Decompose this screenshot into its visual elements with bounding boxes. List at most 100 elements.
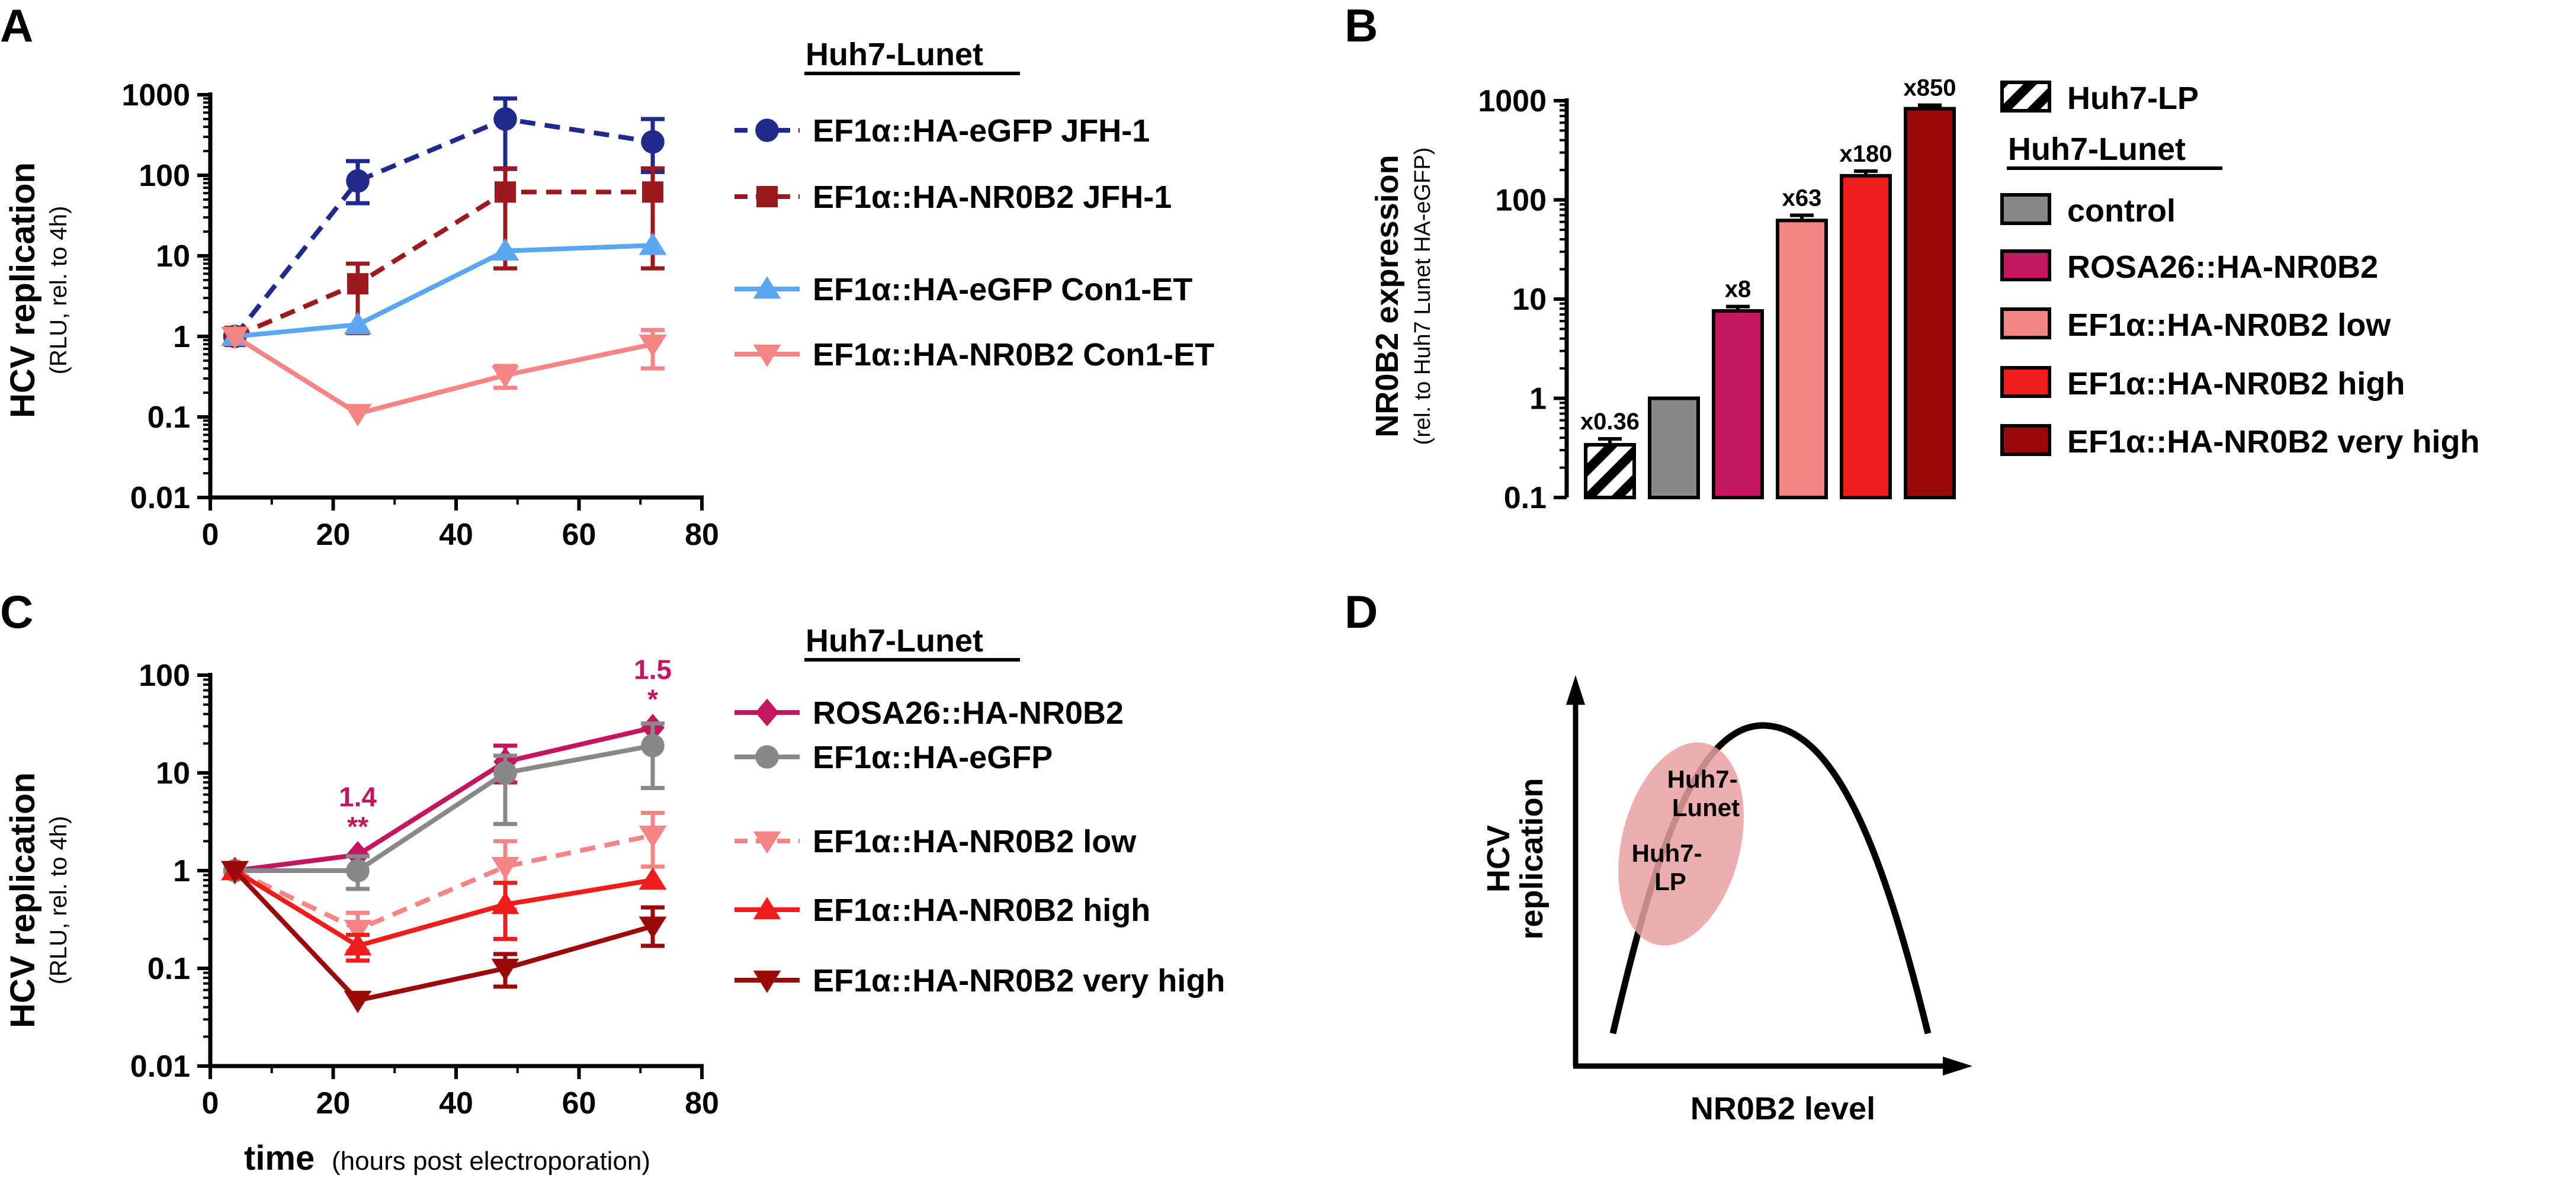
- panel-b-bar: [1712, 309, 1764, 500]
- panel-a-data-point: [639, 334, 667, 357]
- panel-a-data-point: [344, 404, 372, 426]
- panel-d-ellipse-label-lunet-1: Huh7-: [1667, 765, 1738, 793]
- panel-c-legend-swatch-marker: [753, 970, 781, 993]
- panel-a-x-tick-label: 0: [202, 518, 219, 552]
- panel-c-data-point: [344, 990, 372, 1013]
- panel-b-legend-swatch: [2000, 81, 2051, 113]
- panel-c-series-line: [233, 833, 653, 932]
- panel-b-legend-label: control: [2067, 193, 2176, 229]
- panel-c-ylabel: HCV replication: [4, 772, 42, 1028]
- panel-b-bar-label: x180: [1840, 141, 1892, 167]
- panel-b-legend-swatch: [2000, 366, 2051, 398]
- panel-a-legend-swatch-marker: [756, 186, 778, 207]
- panel-c-data-point: [639, 867, 667, 890]
- panel-a-data-point: [221, 326, 249, 349]
- panel-d-ellipse-label-lunet-2: Lunet: [1672, 794, 1740, 821]
- panel-c-annotation-value: 1.4: [339, 781, 377, 812]
- panel-b-legend-swatch: [2000, 249, 2051, 281]
- panel-c-data-point: [346, 859, 370, 882]
- panel-c-legend: ROSA26::HA-NR0B2EF1α::HA-eGFPEF1α::HA-NR…: [734, 695, 1225, 999]
- panel-a-legend-label: EF1α::HA-NR0B2 JFH-1: [813, 179, 1172, 215]
- panel-b-legend: Huh7-LPcontrolROSA26::HA-NR0B2EF1α::HA-N…: [2000, 81, 2479, 460]
- panel-a-series-line: [233, 116, 653, 338]
- panel-a-ylabel-sub: (RLU, rel. to 4h): [46, 206, 72, 375]
- panel-b-bar: [1584, 442, 1636, 500]
- panel-b-legend-label: EF1α::HA-NR0B2 low: [2067, 307, 2391, 343]
- panel-c-data-point: [491, 856, 519, 880]
- panel-b-ylabel: NR0B2 expression: [1369, 155, 1405, 437]
- panel-a-legend-swatch-marker: [755, 118, 779, 142]
- panel-b-bar-label: x0.36: [1580, 409, 1640, 435]
- panel-b-legend-title: Huh7-Lunet: [2008, 131, 2186, 167]
- panel-a-data-point: [347, 273, 368, 295]
- panel-d-ellipse-label-lunet: Huh7- Lunet: [1667, 765, 1745, 821]
- panel-c-data-point: [491, 891, 519, 914]
- panel-a-data-point: [639, 232, 667, 255]
- panel-c-data-point: [639, 916, 667, 939]
- panel-c-annotation-stars: **: [347, 811, 368, 842]
- panel-a-series-line: [235, 243, 653, 339]
- panel-b-y-tick-label: 10: [1512, 283, 1547, 317]
- panel-c-data-point: [344, 933, 372, 956]
- panel-c-annotation-stars: *: [647, 684, 658, 715]
- panel-c-plot-area: 0.01 0.1 1 10 100 0 20 40 60 80 1.4** 1.5*: [130, 654, 719, 1121]
- panel-b-y-tick-label: 0.1: [1504, 481, 1547, 515]
- panel-d-ellipse-label-lp: Huh7- LP: [1632, 839, 1709, 895]
- panel-c-legend-label: ROSA26::HA-NR0B2: [813, 695, 1124, 731]
- panel-c-line-chart: HCV replication (RLU, rel. to 4h) 0.010.…: [4, 623, 1225, 1177]
- panel-c-legend-swatch-marker: [753, 831, 781, 854]
- panel-a-line-chart: HCV replication (RLU, rel. to 4h) 0.010.…: [4, 37, 1214, 552]
- panel-b-plot-area: 0.1 1 10 100 1000 x0.36 x8 x63 x180 x850: [1478, 75, 1956, 515]
- panel-b-bar: [1648, 396, 1700, 499]
- panel-a-data-point: [491, 238, 519, 261]
- panel-c-legend-title: Huh7-Lunet: [806, 623, 983, 659]
- panel-a-legend-swatch-marker: [753, 276, 781, 299]
- panel-d-ylabel-line1: HCV: [1481, 825, 1516, 893]
- panel-letter-c: C: [0, 586, 33, 638]
- panel-c-data-point: [491, 958, 519, 981]
- panel-c-x-tick-label: 0: [202, 1086, 219, 1121]
- panel-b-y-tick-label: 1000: [1478, 84, 1547, 118]
- panel-a-series-line: [233, 334, 653, 416]
- panel-b-y-tick-label: 1: [1529, 382, 1547, 416]
- panel-c-x-tick-label: 80: [685, 1086, 719, 1121]
- panel-b-legend-swatch: [2000, 424, 2051, 456]
- panel-b-ylabel-sub: (rel. to Huh7 Lunet HA-eGFP): [1410, 147, 1435, 445]
- panel-a-data-point: [346, 169, 370, 193]
- panel-c-x-tick-label: 20: [316, 1086, 351, 1121]
- panel-d-xlabel: NR0B2 level: [1690, 1091, 1875, 1126]
- panel-b-legend-label: EF1α::HA-NR0B2 high: [2067, 366, 2405, 402]
- panel-c-series-line: [235, 743, 653, 873]
- panel-c-legend-swatch-marker: [755, 698, 779, 727]
- panel-letter-a: A: [0, 0, 33, 52]
- panel-c-xlabel: time: [244, 1139, 315, 1177]
- panel-b-legend-label: Huh7-LP: [2067, 81, 2199, 116]
- panel-c-series-line: [233, 869, 654, 1003]
- panel-c-legend-swatch-marker: [753, 897, 781, 920]
- panel-d-diagram: Huh7- Lunet Huh7- LP HCV replication NR0…: [1481, 675, 1972, 1126]
- panel-c-y-tick-label: 100: [139, 659, 190, 693]
- panel-a-data-point: [642, 181, 663, 203]
- panel-b-bar: [1840, 174, 1892, 499]
- panel-c-y-tick-label: 0.1: [147, 952, 190, 986]
- panel-c-series-line: [234, 725, 653, 873]
- panel-c-data-point: [344, 920, 372, 942]
- panel-a-x-tick-label: 60: [562, 518, 596, 552]
- panel-a-y-tick-label: 100: [139, 159, 190, 193]
- panel-b-bar: [1904, 107, 1956, 499]
- panel-d-x-arrowhead: [1943, 1057, 1972, 1076]
- panel-c-legend-label: EF1α::HA-eGFP: [813, 740, 1053, 775]
- panel-b-legend-swatch: [2000, 193, 2051, 225]
- panel-b-legend-label: EF1α::HA-NR0B2 very high: [2067, 424, 2479, 460]
- panel-a-legend-label: EF1α::HA-eGFP JFH-1: [813, 113, 1150, 149]
- panel-c-xlabel-sub: (hours post electroporation): [332, 1147, 650, 1176]
- panel-a-y-tick-label: 1000: [121, 78, 190, 113]
- panel-a-x-tick-label: 80: [685, 518, 719, 552]
- panel-a-x-tick-label: 40: [439, 518, 473, 552]
- panel-a-plot-area: 0.01 0.1 1 10 100 1000 0 20 40 60 80: [121, 78, 719, 552]
- panel-b-legend-swatch: [2000, 307, 2051, 339]
- panel-c-legend-label: EF1α::HA-NR0B2 high: [813, 893, 1150, 928]
- panel-a-legend-label: EF1α::HA-NR0B2 Con1-ET: [813, 337, 1214, 373]
